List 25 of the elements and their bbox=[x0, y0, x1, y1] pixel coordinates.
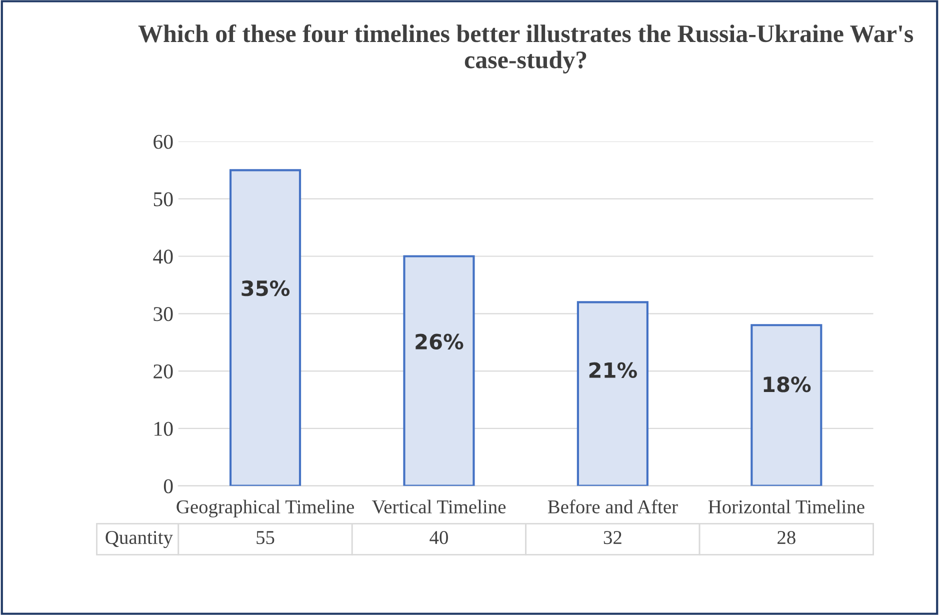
y-tick-label: 10 bbox=[154, 422, 173, 436]
y-tick-label: 30 bbox=[154, 307, 173, 322]
annotation: 35% bbox=[242, 280, 290, 296]
annotation: 21% bbox=[589, 362, 637, 378]
annotation: 26% bbox=[416, 334, 464, 350]
bar bbox=[403, 255, 475, 486]
annotation: 18% bbox=[764, 376, 811, 392]
x-tick-label: Before and After bbox=[548, 500, 678, 514]
y-tick-label: 60 bbox=[154, 134, 173, 149]
y-tick-label: 20 bbox=[154, 364, 173, 378]
text: Quantity bbox=[106, 530, 173, 548]
bar bbox=[750, 324, 822, 486]
bar bbox=[576, 301, 648, 486]
data-label: 55 bbox=[256, 531, 274, 544]
y-tick-label: 0 bbox=[164, 479, 173, 494]
bar bbox=[229, 169, 302, 486]
x-tick-label: Horizontal Timeline bbox=[708, 500, 864, 514]
x-tick-label: Vertical Timeline bbox=[372, 500, 506, 514]
data-label: 28 bbox=[778, 530, 796, 544]
data-label: 40 bbox=[430, 530, 448, 544]
y-tick-label: 40 bbox=[153, 250, 173, 264]
y-tick-label: 50 bbox=[154, 192, 173, 206]
data-label: 32 bbox=[604, 531, 622, 544]
x-tick-label: Geographical Timeline bbox=[176, 500, 354, 518]
chart-title: Which of these four timelines better illustrates the Russia-Ukraine War's case-study? bbox=[138, 24, 914, 74]
